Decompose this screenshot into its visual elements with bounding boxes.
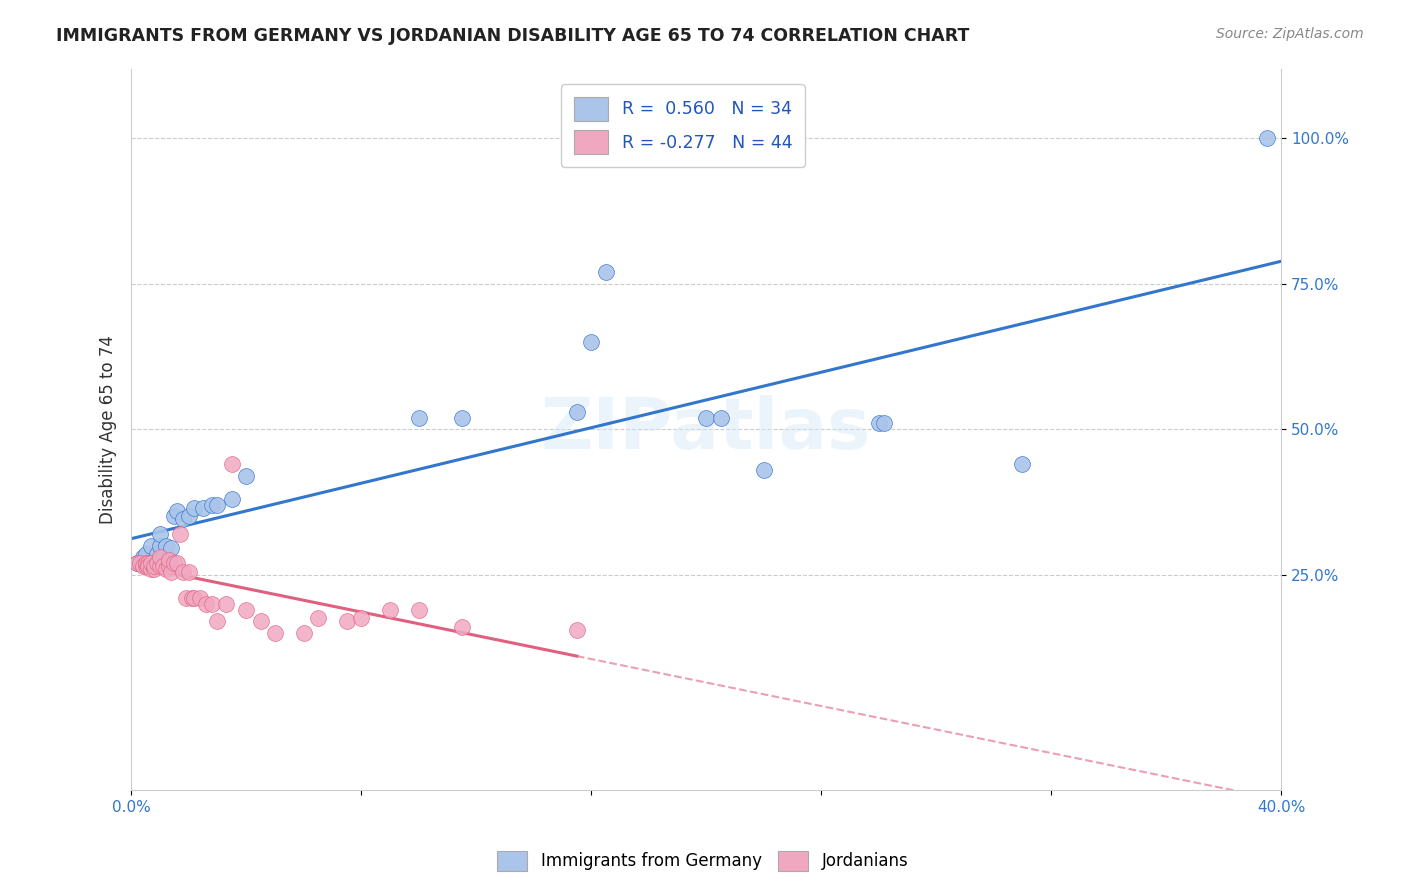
Point bbox=[172, 512, 194, 526]
Point bbox=[565, 405, 588, 419]
Point bbox=[135, 556, 157, 570]
Point bbox=[166, 503, 188, 517]
Text: Source: ZipAtlas.com: Source: ZipAtlas.com bbox=[1216, 27, 1364, 41]
Point bbox=[450, 620, 472, 634]
Point bbox=[221, 457, 243, 471]
Point bbox=[155, 539, 177, 553]
Point bbox=[1011, 457, 1033, 471]
Point bbox=[336, 614, 359, 628]
Point bbox=[166, 556, 188, 570]
Legend: Immigrants from Germany, Jordanians: Immigrants from Germany, Jordanians bbox=[489, 842, 917, 880]
Point bbox=[201, 597, 224, 611]
Point bbox=[146, 547, 169, 561]
Point bbox=[408, 410, 430, 425]
Point bbox=[157, 553, 180, 567]
Point bbox=[149, 527, 172, 541]
Point bbox=[188, 591, 211, 605]
Point bbox=[1256, 131, 1278, 145]
Point bbox=[307, 611, 329, 625]
Point bbox=[215, 597, 238, 611]
Point bbox=[595, 265, 617, 279]
Point bbox=[207, 498, 229, 512]
Y-axis label: Disability Age 65 to 74: Disability Age 65 to 74 bbox=[100, 334, 117, 524]
Point bbox=[149, 539, 172, 553]
Point bbox=[695, 410, 717, 425]
Point bbox=[709, 410, 731, 425]
Point bbox=[221, 491, 243, 506]
Point bbox=[143, 558, 166, 573]
Point bbox=[149, 558, 172, 573]
Point bbox=[180, 591, 202, 605]
Point bbox=[132, 558, 155, 573]
Point bbox=[149, 550, 172, 565]
Point bbox=[138, 558, 160, 573]
Point bbox=[172, 565, 194, 579]
Point bbox=[579, 334, 602, 349]
Point bbox=[195, 597, 218, 611]
Point bbox=[207, 614, 229, 628]
Text: IMMIGRANTS FROM GERMANY VS JORDANIAN DISABILITY AGE 65 TO 74 CORRELATION CHART: IMMIGRANTS FROM GERMANY VS JORDANIAN DIS… bbox=[56, 27, 970, 45]
Point bbox=[868, 417, 890, 431]
Point bbox=[143, 556, 166, 570]
Point bbox=[350, 611, 373, 625]
Point bbox=[160, 541, 183, 556]
Point bbox=[155, 562, 177, 576]
Point bbox=[125, 556, 148, 570]
Point bbox=[157, 558, 180, 573]
Point bbox=[174, 591, 197, 605]
Point bbox=[141, 562, 163, 576]
Point bbox=[138, 556, 160, 570]
Point bbox=[141, 556, 163, 570]
Point bbox=[132, 550, 155, 565]
Point bbox=[135, 547, 157, 561]
Point bbox=[235, 468, 257, 483]
Point bbox=[264, 625, 287, 640]
Point bbox=[565, 623, 588, 637]
Point bbox=[169, 527, 191, 541]
Point bbox=[752, 463, 775, 477]
Text: ZIPatlas: ZIPatlas bbox=[541, 394, 872, 464]
Point bbox=[292, 625, 315, 640]
Point bbox=[378, 602, 401, 616]
Point bbox=[163, 509, 186, 524]
Point bbox=[135, 558, 157, 573]
Point bbox=[249, 614, 271, 628]
Point bbox=[450, 410, 472, 425]
Point bbox=[138, 556, 160, 570]
Point bbox=[125, 556, 148, 570]
Point bbox=[235, 602, 257, 616]
Point bbox=[128, 556, 150, 570]
Point bbox=[143, 562, 166, 576]
Point bbox=[408, 602, 430, 616]
Point bbox=[183, 591, 205, 605]
Point bbox=[177, 509, 200, 524]
Legend: R =  0.560   N = 34, R = -0.277   N = 44: R = 0.560 N = 34, R = -0.277 N = 44 bbox=[561, 85, 806, 167]
Point bbox=[201, 498, 224, 512]
Point bbox=[141, 539, 163, 553]
Point bbox=[183, 500, 205, 515]
Point bbox=[873, 417, 896, 431]
Point bbox=[191, 500, 214, 515]
Point bbox=[163, 556, 186, 570]
Point bbox=[146, 556, 169, 570]
Point bbox=[152, 550, 174, 565]
Point bbox=[177, 565, 200, 579]
Point bbox=[152, 558, 174, 573]
Point bbox=[160, 565, 183, 579]
